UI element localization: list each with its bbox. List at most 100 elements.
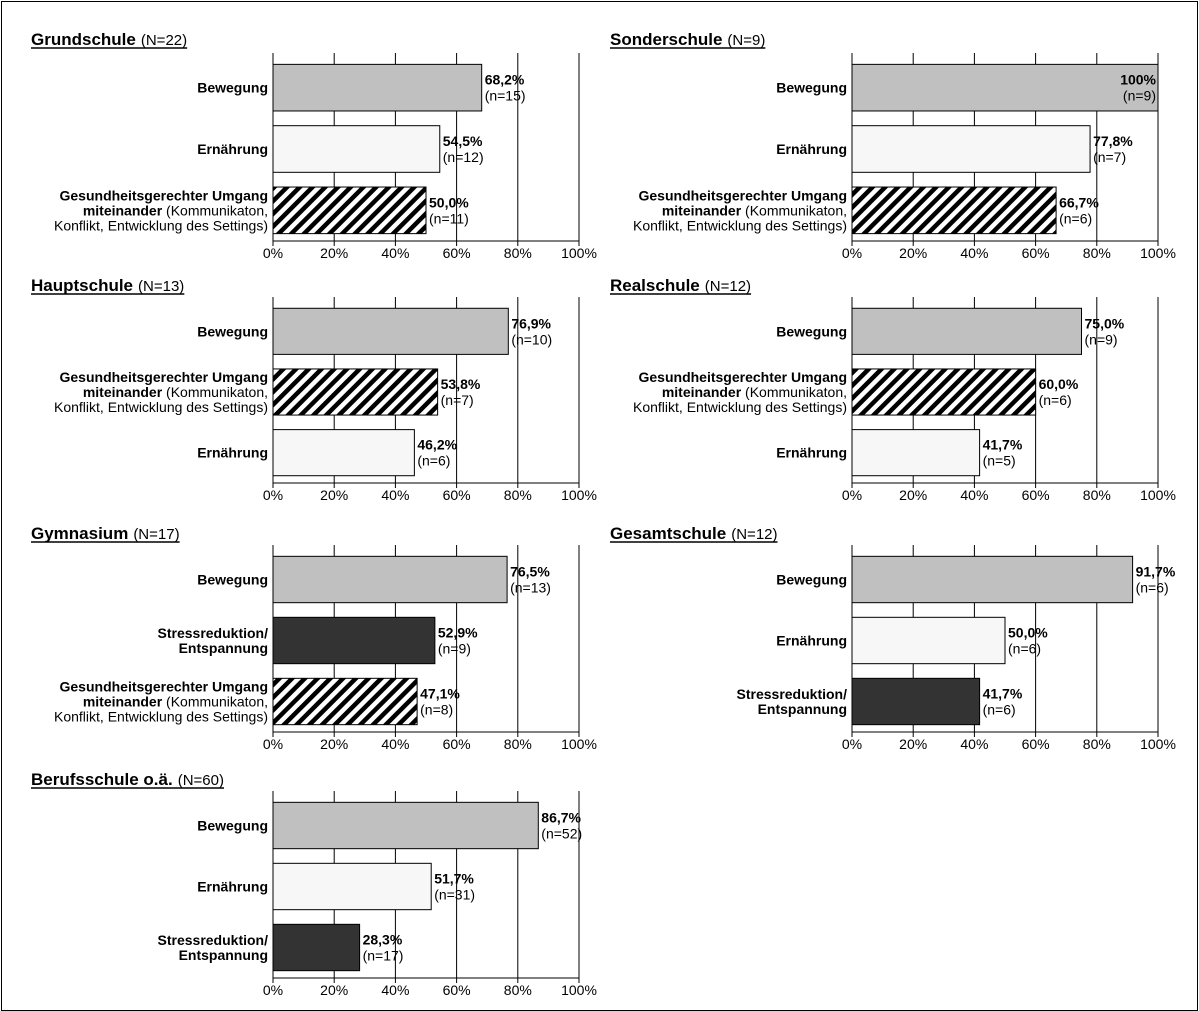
bar-count-label: (n=31) xyxy=(434,887,475,903)
category-label-bold: Ernährung xyxy=(776,445,847,461)
bar-count-label: (n=5) xyxy=(983,453,1016,469)
x-tick-label: 80% xyxy=(504,245,532,261)
bar xyxy=(272,555,508,604)
category-label-bold: Stressreduktion/ xyxy=(737,686,848,702)
bar-value-label: 41,7% xyxy=(983,437,1023,453)
category-label-bold: Bewegung xyxy=(776,80,847,96)
bar-count-label: (n=15) xyxy=(485,88,526,104)
bar-value-label: 76,5% xyxy=(510,564,550,580)
x-tick-label: 20% xyxy=(899,487,927,503)
bar-value-label: 47,1% xyxy=(420,686,460,702)
chart-title: Gesamtschule xyxy=(610,524,726,543)
category-label-bold: Stressreduktion/ xyxy=(158,625,269,641)
category-label-bold: Bewegung xyxy=(776,323,847,339)
x-tick-label: 60% xyxy=(443,245,471,261)
category-label: Gesundheitsgerechter Umgang xyxy=(60,679,269,695)
category-label: Bewegung xyxy=(197,80,268,96)
bar-count-label: (n=6) xyxy=(417,453,450,469)
bar-count-label: (n=13) xyxy=(510,580,551,596)
category-label-bold: Ernährung xyxy=(776,633,847,649)
x-tick-label: 100% xyxy=(1140,736,1176,752)
category-label: Konflikt, Entwicklung des Settings) xyxy=(54,399,268,415)
category-label: Konflikt, Entwicklung des Settings) xyxy=(54,217,268,233)
chart-sample-size: (N=9) xyxy=(727,32,765,49)
category-label-bold: Ernährung xyxy=(197,141,268,157)
bar xyxy=(272,923,361,972)
x-tick-label: 0% xyxy=(842,487,862,503)
bar xyxy=(851,307,1082,355)
chart-4: Gymnasium (N=17) 0% 20% 40% 60% 80% 100% Bewegun… xyxy=(31,524,597,752)
chart-title: Sonderschule xyxy=(610,30,722,49)
chart-sample-size: (N=12) xyxy=(731,526,777,543)
category-label-detail: (Kommunikaton, xyxy=(162,694,268,710)
category-label-detail: Konflikt, Entwicklung des Settings) xyxy=(54,709,268,725)
category-label: Konflikt, Entwicklung des Settings) xyxy=(633,399,847,415)
x-tick-label: 20% xyxy=(320,487,348,503)
category-label: Konflikt, Entwicklung des Settings) xyxy=(54,709,268,725)
bar-count-label: (n=6) xyxy=(1008,641,1041,657)
bar xyxy=(851,125,1091,173)
bar-count-label: (n=52) xyxy=(541,826,582,842)
category-label: Gesundheitsgerechter Umgang xyxy=(60,187,269,203)
category-label: Stressreduktion/ xyxy=(158,625,269,641)
chart-sample-size: (N=12) xyxy=(705,278,751,295)
x-tick-label: 0% xyxy=(263,487,283,503)
category-label-bold: Stressreduktion/ xyxy=(158,932,269,948)
x-tick-label: 40% xyxy=(381,245,409,261)
x-tick-label: 80% xyxy=(504,982,532,998)
bar xyxy=(272,307,509,355)
category-label: miteinander (Kommunikaton, xyxy=(83,694,268,710)
chart-3: Realschule (N=12) 0% 20% 40% 60% 80% 100% Bewegu… xyxy=(610,276,1176,503)
category-label: Bewegung xyxy=(197,818,268,834)
category-label-bold: Bewegung xyxy=(197,323,268,339)
bar-value-label: 76,9% xyxy=(511,315,551,331)
x-tick-label: 100% xyxy=(1140,245,1176,261)
x-tick-label: 20% xyxy=(899,245,927,261)
category-label: Ernährung xyxy=(776,141,847,157)
category-label: Bewegung xyxy=(776,572,847,588)
category-label-bold: miteinander xyxy=(662,384,742,400)
x-tick-label: 20% xyxy=(320,245,348,261)
x-tick-label: 60% xyxy=(443,736,471,752)
bar-value-label: 86,7% xyxy=(541,810,581,826)
category-label: Entspannung xyxy=(179,947,268,963)
chart-title: Realschule xyxy=(610,276,700,295)
bar-value-label: 50,0% xyxy=(429,194,469,210)
bar-count-label: (n=6) xyxy=(1039,392,1072,408)
x-tick-label: 100% xyxy=(561,736,597,752)
x-tick-label: 20% xyxy=(320,736,348,752)
bar-count-label: (n=12) xyxy=(443,149,484,165)
bar-count-label: (n=6) xyxy=(983,702,1016,718)
x-tick-label: 40% xyxy=(381,487,409,503)
bar xyxy=(272,862,432,911)
x-tick-label: 40% xyxy=(381,982,409,998)
x-tick-label: 60% xyxy=(443,487,471,503)
chart-6: Berufsschule o.ä. (N=60) 0% 20% 40% 60% 80% 100… xyxy=(31,770,597,998)
category-label-bold: Gesundheitsgerechter Umgang xyxy=(639,187,848,203)
bar-count-label: (n=6) xyxy=(1059,210,1092,226)
chart-title: Grundschule xyxy=(31,30,136,49)
x-tick-label: 40% xyxy=(960,736,988,752)
category-label-bold: Entspannung xyxy=(179,640,268,656)
category-label-bold: miteinander xyxy=(83,202,163,218)
bar-value-label: 100% xyxy=(1120,72,1156,88)
category-label: Ernährung xyxy=(197,879,268,895)
chart-5: Gesamtschule (N=12) 0% 20% 40% 60% 80% 100% Bewe… xyxy=(610,524,1176,752)
bar-value-label: 77,8% xyxy=(1093,133,1133,149)
x-tick-label: 60% xyxy=(1022,487,1050,503)
category-label: Bewegung xyxy=(197,323,268,339)
bar-value-label: 52,9% xyxy=(438,625,478,641)
bar xyxy=(272,63,483,112)
category-label: Bewegung xyxy=(776,323,847,339)
category-label-detail: Konflikt, Entwicklung des Settings) xyxy=(54,399,268,415)
x-tick-label: 80% xyxy=(504,736,532,752)
category-label-bold: Bewegung xyxy=(197,818,268,834)
bar xyxy=(272,677,418,726)
category-label-bold: Gesundheitsgerechter Umgang xyxy=(60,187,269,203)
category-label: Konflikt, Entwicklung des Settings) xyxy=(633,217,847,233)
chart-sample-size: (N=22) xyxy=(141,32,187,49)
x-tick-label: 60% xyxy=(1022,736,1050,752)
bar-value-label: 66,7% xyxy=(1059,194,1099,210)
chart-2: Hauptschule (N=13) 0% 20% 40% 60% 80% 100% Beweg… xyxy=(31,276,597,503)
